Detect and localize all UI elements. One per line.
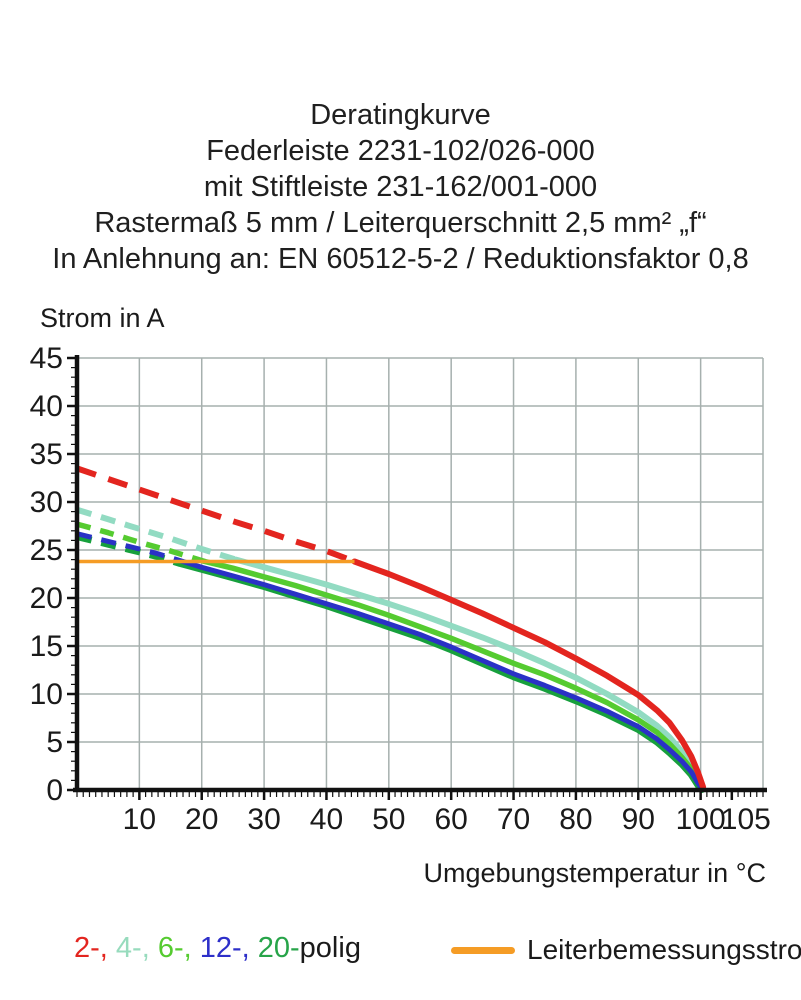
series-6-polig-dashed [76, 521, 206, 565]
title-line-5: In Anlehnung an: EN 60512-5-2 / Reduktio… [52, 243, 749, 275]
y-tick-0: 0 [46, 774, 63, 807]
x-tick-80: 80 [559, 803, 592, 836]
legend-pole-part-5: polig [299, 932, 361, 964]
tick-labels: 0 5 10 15 20 25 30 35 40 45 10 20 30 40 50 60 70 80 90 1001… [30, 342, 771, 836]
legend-pole-part-4: 20- [257, 932, 300, 964]
legend-pole-part-3: 12-, [199, 932, 258, 964]
x-tick-70: 70 [497, 803, 530, 836]
y-tick-5: 5 [46, 726, 63, 759]
x-tick-30: 30 [247, 803, 280, 836]
y-tick-25: 25 [30, 534, 63, 567]
legend-pole-part-0: 2-, [74, 932, 116, 964]
y-tick-15: 15 [30, 630, 63, 663]
x-tick-60: 60 [434, 803, 467, 836]
series-4-polig-dashed [76, 506, 237, 563]
series-12-polig-solid [180, 559, 705, 792]
y-tick-35: 35 [30, 438, 63, 471]
x-tick-50: 50 [372, 803, 405, 836]
x-tick-100: 100 [676, 803, 726, 836]
series-12-polig-dashed [76, 531, 184, 564]
y-tick-45: 45 [30, 342, 63, 375]
legend-pole-part-2: 6-, [157, 932, 200, 964]
legend-rated-current: Leiterbemessungsstrom [451, 932, 801, 968]
x-tick-40: 40 [310, 803, 343, 836]
title-line-4: Rastermaß 5 mm / Leiterquerschnitt 2,5 m… [94, 207, 707, 239]
y-tick-30: 30 [30, 486, 63, 519]
legend-pole-part-1: 4-, [115, 932, 158, 964]
title-line-2: Federleiste 2231-102/026-000 [206, 135, 595, 167]
rated-current-label: Leiterbemessungsstrom [527, 934, 801, 965]
x-axis-title: Umgebungstemperatur in °C [423, 858, 766, 888]
series-20-polig-dashed [76, 533, 181, 567]
y-axis-title: Strom in A [40, 303, 165, 333]
series-4-polig-solid [233, 556, 706, 792]
x-tick-105: 105 [721, 803, 771, 836]
y-tick-10: 10 [30, 678, 63, 711]
x-tick-20: 20 [185, 803, 218, 836]
axes [67, 355, 767, 800]
title-line-1: Deratingkurve [310, 99, 491, 131]
rated-current-line-swatch [451, 946, 515, 954]
y-tick-40: 40 [30, 390, 63, 423]
grid [77, 357, 764, 790]
legend-poles: 2-, 4-, 6-, 12-, 20-polig [74, 932, 361, 965]
y-tick-20: 20 [30, 582, 63, 615]
series-2-polig-dashed [76, 465, 356, 565]
x-tick-90: 90 [622, 803, 655, 836]
title-block: Deratingkurve Federleiste 2231-102/026-0… [0, 97, 801, 277]
x-tick-10: 10 [123, 803, 156, 836]
series-2-polig-solid [351, 558, 707, 791]
series [76, 465, 707, 793]
series-6-polig-solid [202, 558, 706, 792]
title-line-3: mit Stiftleiste 231-162/001-000 [203, 171, 598, 203]
